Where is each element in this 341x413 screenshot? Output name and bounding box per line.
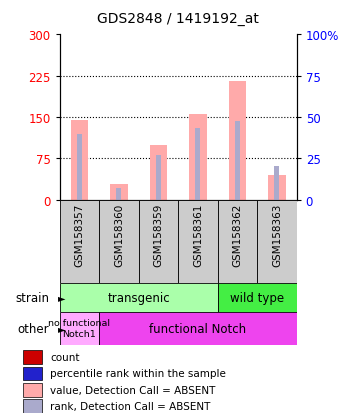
Bar xyxy=(195,129,201,200)
Bar xyxy=(24,383,42,396)
Bar xyxy=(156,155,161,200)
Bar xyxy=(228,82,246,200)
Bar xyxy=(60,283,218,312)
Text: GSM158357: GSM158357 xyxy=(74,203,85,266)
Bar xyxy=(218,200,257,283)
Text: rank, Detection Call = ABSENT: rank, Detection Call = ABSENT xyxy=(50,401,210,411)
Bar xyxy=(189,115,207,200)
Bar xyxy=(24,350,42,364)
Text: GDS2848 / 1419192_at: GDS2848 / 1419192_at xyxy=(97,12,259,26)
Text: wild type: wild type xyxy=(230,291,284,304)
Bar xyxy=(77,134,82,200)
Bar xyxy=(275,166,279,200)
Bar xyxy=(110,185,128,200)
Bar xyxy=(99,200,139,283)
Bar xyxy=(257,200,297,283)
Text: GSM158360: GSM158360 xyxy=(114,203,124,266)
Bar xyxy=(150,145,167,200)
Text: percentile rank within the sample: percentile rank within the sample xyxy=(50,368,226,378)
Text: count: count xyxy=(50,352,79,362)
Text: value, Detection Call = ABSENT: value, Detection Call = ABSENT xyxy=(50,385,215,395)
Bar xyxy=(235,121,240,200)
Text: transgenic: transgenic xyxy=(107,291,170,304)
Text: strain: strain xyxy=(15,291,49,304)
Text: functional Notch: functional Notch xyxy=(149,322,247,335)
Bar xyxy=(60,312,99,345)
Text: GSM158359: GSM158359 xyxy=(153,203,163,266)
Bar xyxy=(99,312,297,345)
Text: ►: ► xyxy=(58,292,65,302)
Bar xyxy=(218,283,297,312)
Bar xyxy=(71,121,88,200)
Text: ►: ► xyxy=(58,323,65,333)
Text: other: other xyxy=(18,322,49,335)
Bar xyxy=(178,200,218,283)
Bar xyxy=(116,188,121,200)
Text: no functional
Notch1: no functional Notch1 xyxy=(48,319,110,338)
Bar xyxy=(139,200,178,283)
Text: GSM158363: GSM158363 xyxy=(272,203,282,266)
Bar xyxy=(60,200,99,283)
Bar xyxy=(24,367,42,380)
Text: GSM158362: GSM158362 xyxy=(233,203,242,266)
Bar xyxy=(24,399,42,413)
Text: GSM158361: GSM158361 xyxy=(193,203,203,266)
Bar xyxy=(268,176,286,200)
